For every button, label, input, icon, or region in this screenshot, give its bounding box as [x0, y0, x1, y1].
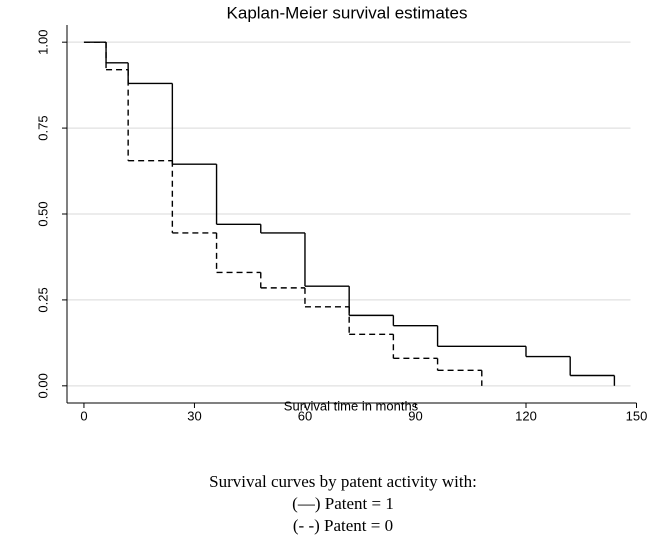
y-tick-label: 0.75 [35, 115, 50, 140]
x-tick-label: 30 [187, 408, 201, 423]
y-tick-label: 0.00 [35, 373, 50, 398]
x-tick-label: 0 [80, 408, 87, 423]
x-tick-label: 120 [515, 408, 537, 423]
x-tick-label: 90 [408, 408, 422, 423]
x-tick-label: 150 [626, 408, 648, 423]
y-tick-label: 1.00 [35, 30, 50, 55]
x-tick-label: 60 [298, 408, 312, 423]
legend-entry: (—) Patent = 1 [292, 494, 394, 513]
caption: Survival curves by patent activity with: [209, 472, 477, 491]
legend-entry: (- -) Patent = 0 [293, 516, 393, 535]
y-tick-label: 0.50 [35, 201, 50, 226]
y-tick-label: 0.25 [35, 287, 50, 312]
chart-title: Kaplan-Meier survival estimates [227, 3, 468, 22]
x-axis-label: Survival time in months [284, 398, 419, 413]
